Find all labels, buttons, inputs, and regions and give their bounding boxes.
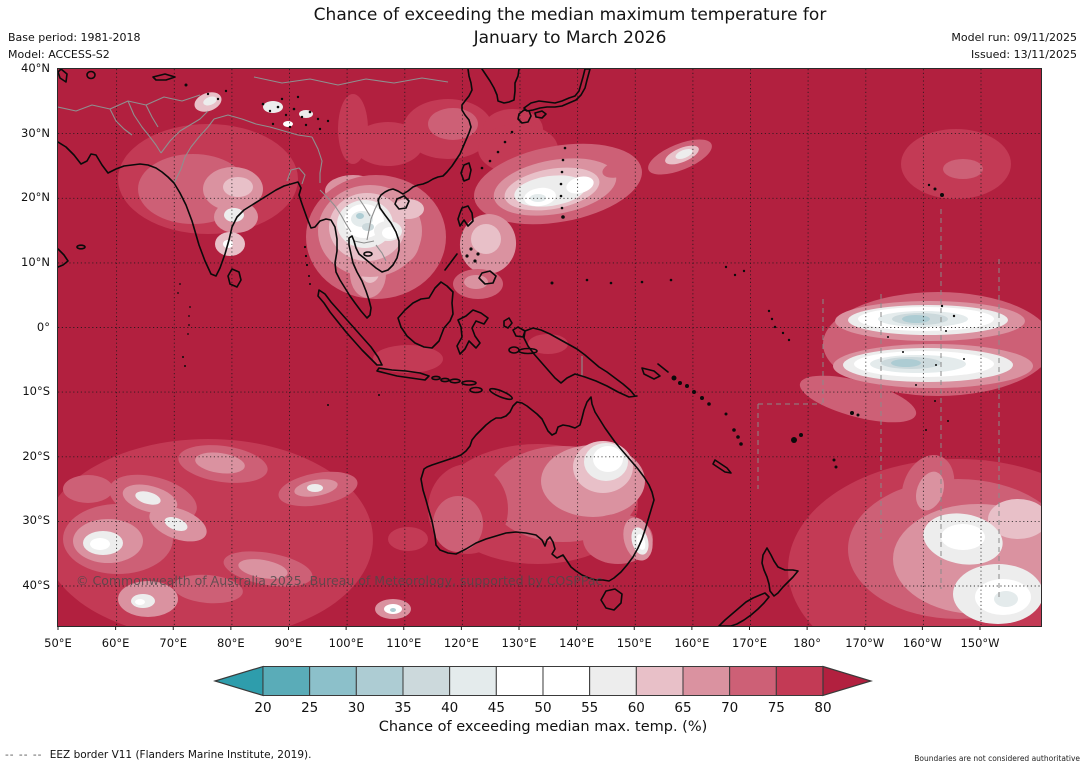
lon-label: 50°E [44, 636, 72, 650]
colorbar-tick: 75 [767, 700, 785, 716]
colorbar-segment [729, 666, 777, 696]
boundaries-disclaimer: Boundaries are not considered authoritat… [914, 754, 1080, 763]
map-watermark: © Commonwealth of Australia 2025, Bureau… [76, 573, 602, 588]
lon-label: 90°E [274, 636, 303, 650]
colorbar-arrow [822, 665, 873, 697]
colorbar-tick: 20 [254, 700, 272, 716]
lat-label: 10°S [22, 384, 50, 399]
model-text: Model: ACCESS-S2 [8, 47, 110, 61]
colorbar-tick: 70 [721, 700, 739, 716]
colorbar-tick: 80 [814, 700, 832, 716]
colorbar-segment [309, 666, 357, 696]
lat-label: 20°N [21, 190, 50, 205]
eez-legend-text: EEZ border V11 (Flanders Marine Institut… [49, 749, 312, 761]
colorbar-tick: 40 [441, 700, 459, 716]
colorbar-segment [542, 666, 591, 696]
colorbar-tick: 35 [394, 700, 412, 716]
lon-label: 130°E [501, 636, 537, 650]
lon-label: 100°E [328, 636, 364, 650]
colorbar-tick: 60 [627, 700, 645, 716]
lat-label: 30°S [22, 513, 50, 528]
colorbar-tick: 45 [487, 700, 505, 716]
colorbar-segment [775, 666, 824, 696]
eez-dash-symbol: -- -- -- [5, 749, 43, 761]
base-period-text: Base period: 1981-2018 [8, 31, 141, 44]
colorbar [213, 665, 873, 697]
longitude-tick-marks [57, 626, 981, 630]
coastlines [58, 69, 799, 626]
colorbar-segment [402, 666, 451, 696]
lon-label: 120°E [443, 636, 479, 650]
lon-label: 140°E [559, 636, 595, 650]
colorbar-segment [262, 666, 311, 696]
lon-label: 80°E [217, 636, 245, 650]
title-line-1: Chance of exceeding the median maximum t… [313, 5, 827, 25]
colorbar-tick: 65 [674, 700, 692, 716]
title-line-2: January to March 2026 [473, 28, 667, 48]
colorbar-segment [495, 666, 544, 696]
lon-label: 150°W [960, 636, 1000, 650]
page-title: Chance of exceeding the median maximum t… [60, 4, 1080, 50]
colorbar-segment [682, 666, 731, 696]
lon-label: 110°E [386, 636, 422, 650]
map-frame: © Commonwealth of Australia 2025, Bureau… [57, 68, 1042, 627]
colorbar-segment [635, 666, 684, 696]
country-borders [58, 76, 583, 377]
lon-label: 70°E [159, 636, 188, 650]
issued-text: Issued: 13/11/2025 [970, 47, 1077, 61]
colorbar-arrow [213, 665, 264, 697]
colorbar-label: Chance of exceeding median max. temp. (%… [378, 719, 708, 735]
lat-label: 40°S [22, 578, 50, 592]
lon-label: 150°E [616, 636, 652, 650]
lon-label: 160°W [902, 636, 942, 650]
lat-label: 40°N [21, 61, 50, 75]
model-run-text: Model run: 09/11/2025 [951, 31, 1077, 44]
graticule [58, 69, 1041, 626]
colorbar-tick: 50 [534, 700, 552, 716]
island-dots [177, 83, 965, 469]
lat-label: 20°S [22, 448, 50, 463]
lon-label: 60°E [101, 636, 130, 650]
lon-label: 170°E [732, 636, 767, 650]
colorbar-segment [449, 666, 497, 696]
lon-label: 170°W [845, 636, 885, 650]
eez-legend: -- -- -- EEZ border V11 (Flanders Marine… [5, 749, 311, 761]
eez-borders [757, 209, 1000, 599]
lat-label: 30°N [21, 125, 50, 140]
lat-label: 0° [36, 319, 50, 334]
lon-label: 180° [793, 636, 821, 650]
header-right-info: Model run: 09/11/2025 Issued: 13/11/2025 [951, 30, 1077, 63]
map-canvas: © Commonwealth of Australia 2025, Bureau… [58, 69, 1041, 626]
lon-label: 160°E [674, 636, 710, 650]
colorbar-tick: 55 [581, 700, 599, 716]
lat-label: 10°N [21, 254, 50, 269]
colorbar-tick: 30 [347, 700, 365, 716]
colorbar-tick: 25 [301, 700, 319, 716]
colorbar-segment [589, 666, 637, 696]
header-left-info: Base period: 1981-2018 Model: ACCESS-S2 [8, 30, 140, 63]
colorbar-segment [355, 666, 404, 696]
